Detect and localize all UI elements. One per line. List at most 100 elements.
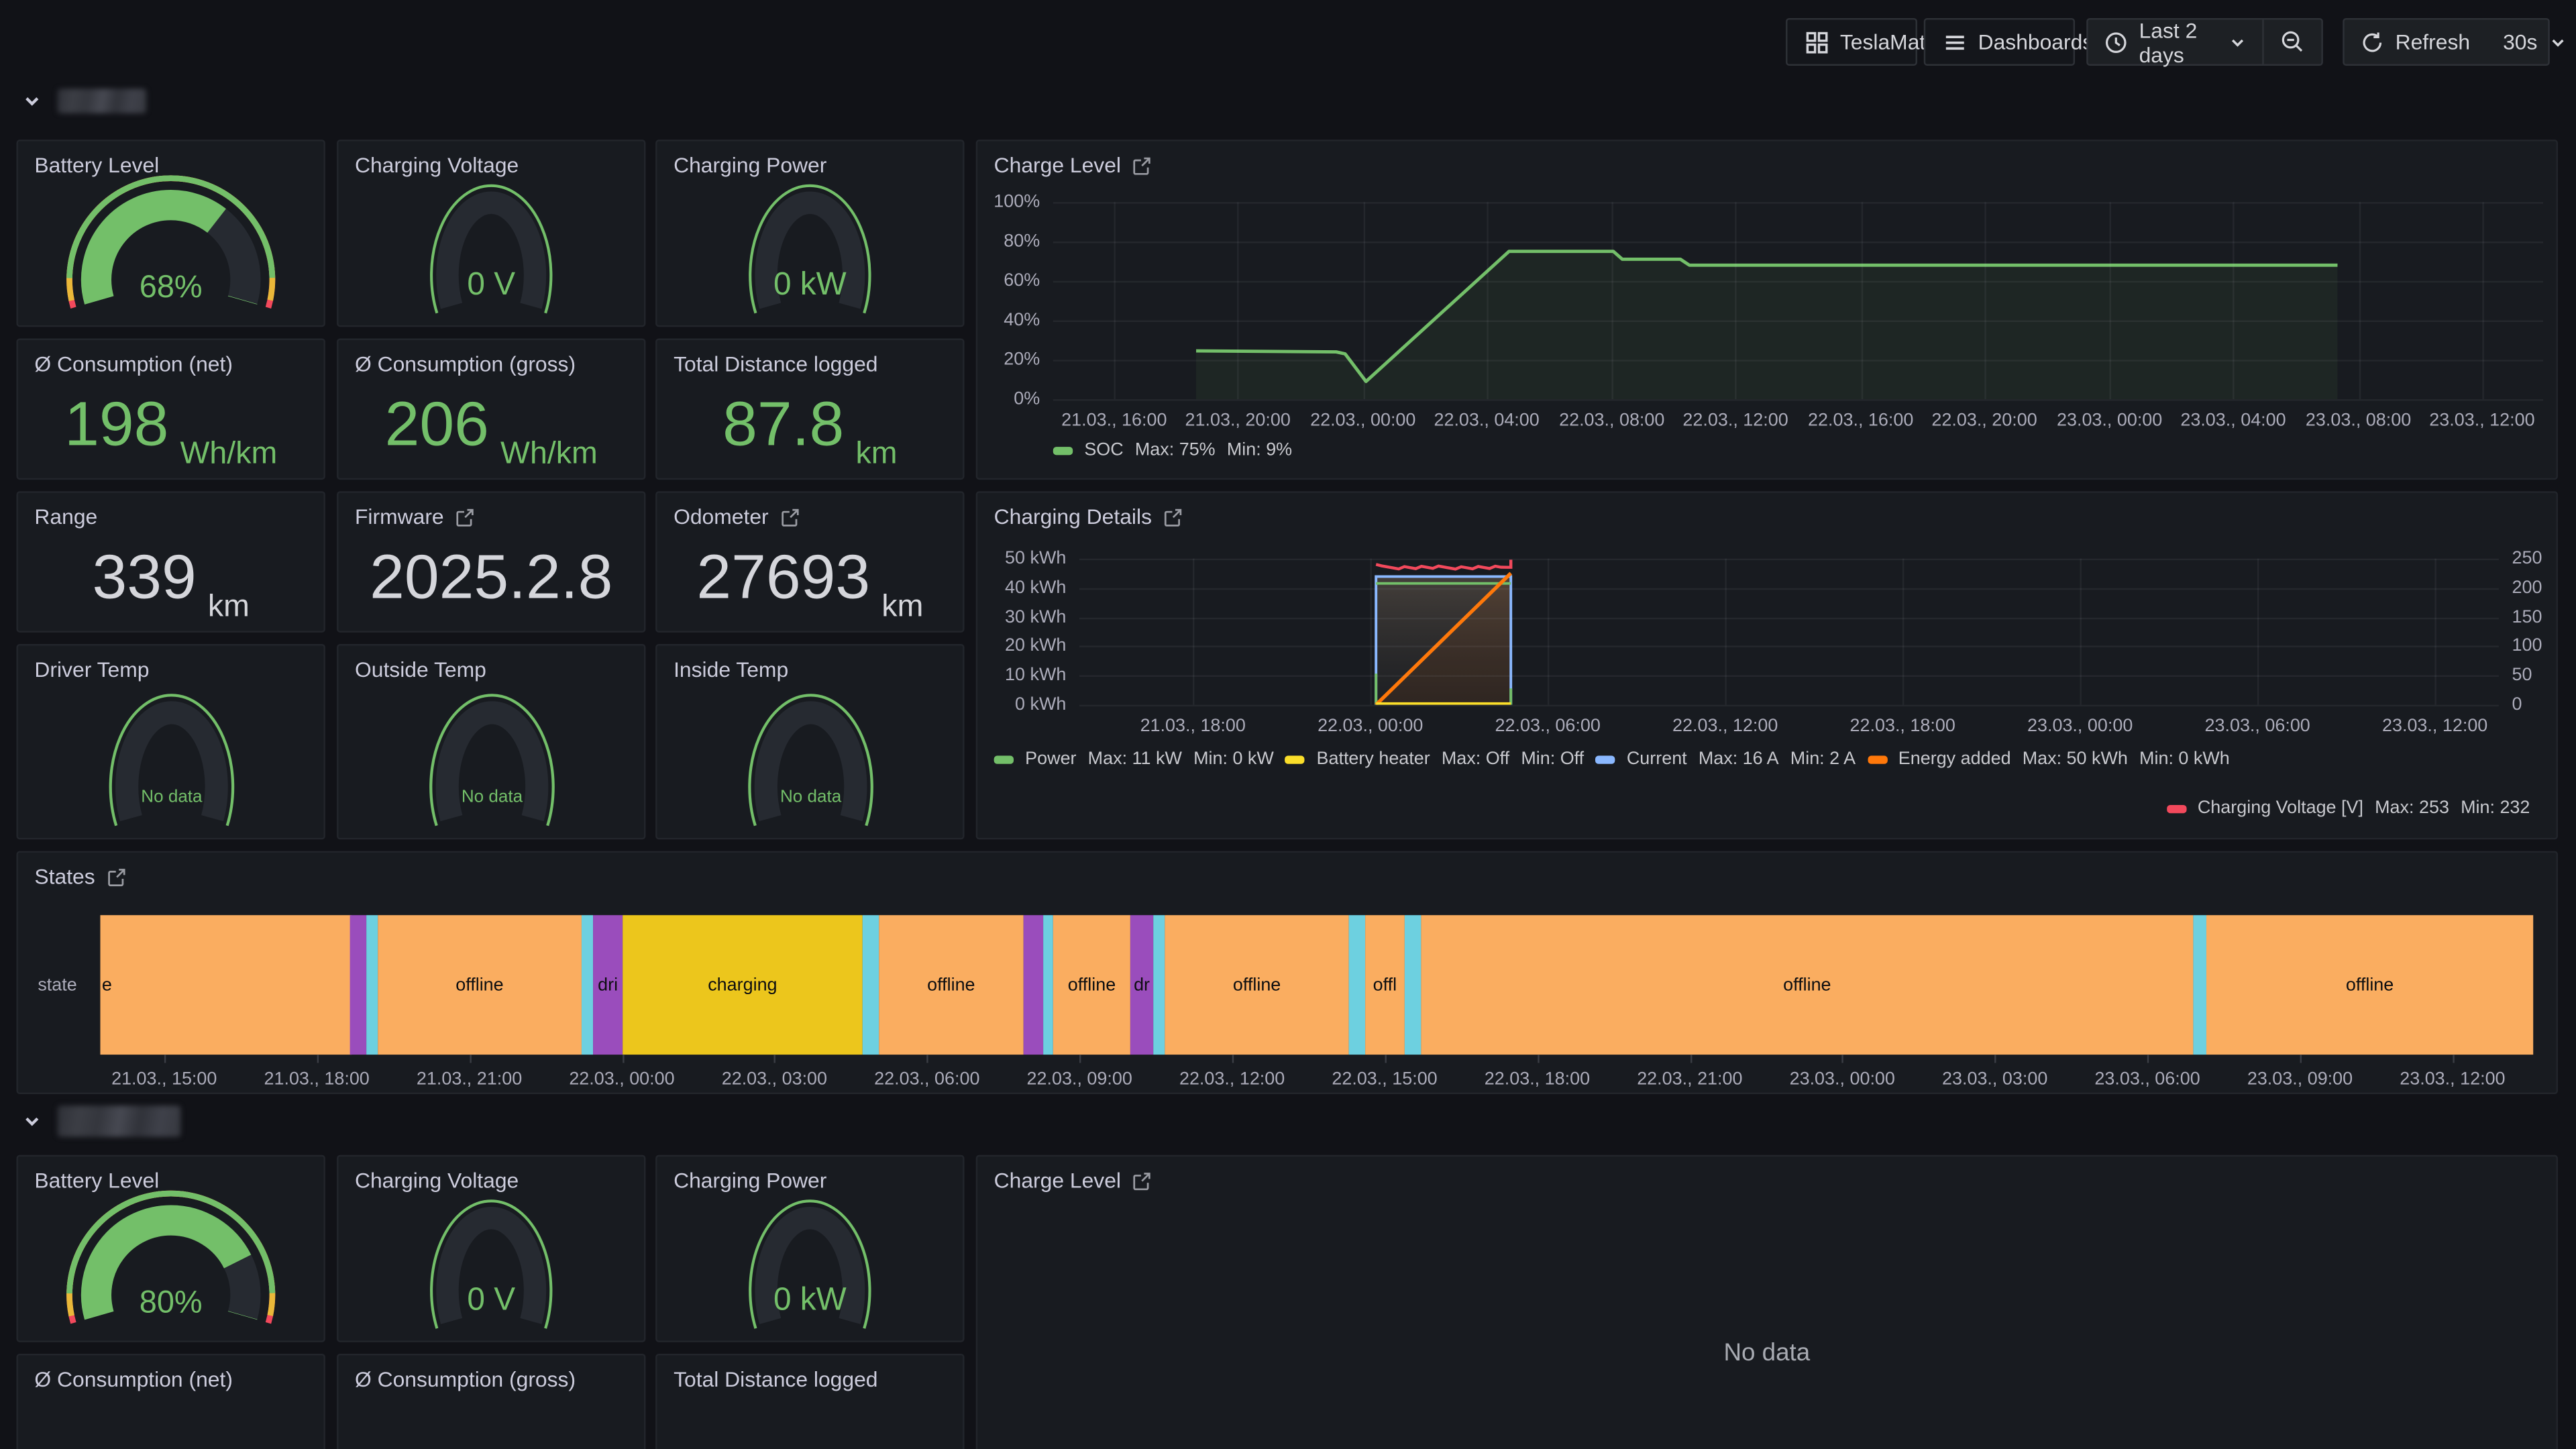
panel-title: Odometer — [674, 504, 769, 529]
refresh-icon — [2361, 30, 2383, 53]
state-segment-offline[interactable]: offline — [1165, 915, 1349, 1055]
charge-level-plot[interactable]: 100% 80% 60% 40% 20% 0% — [994, 193, 2544, 409]
teslamate-button[interactable]: TeslaMate — [1786, 17, 1937, 66]
external-link-icon[interactable] — [780, 507, 800, 527]
x-axis-tick-label: 23.03., 12:00 — [2429, 411, 2535, 431]
state-segment-driving[interactable]: dr — [1130, 915, 1154, 1055]
stat-value: 206 — [384, 390, 489, 460]
external-link-icon[interactable] — [107, 867, 126, 886]
vehicle1-name-redacted — [57, 89, 146, 113]
row-header-vehicle1[interactable] — [23, 89, 146, 113]
state-segment-driving[interactable] — [350, 915, 367, 1055]
panel-odometer: Odometer 27693 km — [655, 491, 965, 633]
external-link-icon[interactable] — [1163, 507, 1183, 527]
state-segment-offline[interactable]: offline — [1053, 915, 1130, 1055]
axis-tick-mark — [1232, 1055, 1234, 1063]
grid-line — [1079, 588, 2499, 590]
panel-consumption-net-2: Ø Consumption (net) — [16, 1353, 325, 1449]
state-segment-offline[interactable]: offline — [2206, 915, 2534, 1055]
legend-min: Min: 232 — [2461, 798, 2530, 818]
external-link-icon[interactable] — [455, 507, 475, 527]
state-segment-offline[interactable]: offline — [1421, 915, 2194, 1055]
refresh-button[interactable]: Refresh — [2345, 19, 2487, 64]
x-axis-tick-label: 22.03., 08:00 — [1559, 411, 1665, 431]
state-segment-online[interactable] — [2193, 915, 2206, 1055]
state-segment-online[interactable] — [366, 915, 378, 1055]
external-link-icon[interactable] — [1132, 1171, 1152, 1190]
axis-tick-mark — [1842, 1055, 1844, 1063]
inside-temp-gauge: No data — [657, 685, 963, 830]
grid-line — [2257, 558, 2259, 705]
state-segment-offline[interactable]: offline — [878, 915, 1024, 1055]
stat-value: 27693 — [696, 543, 871, 613]
panel-title: Charging Power — [674, 1168, 827, 1193]
axis-tick-mark — [1385, 1055, 1387, 1063]
x-axis-tick-label: 23.03., 00:00 — [2027, 716, 2133, 737]
state-segment-offline[interactable]: e — [100, 915, 352, 1055]
state-segment-driving[interactable] — [1023, 915, 1044, 1055]
stat-value: 2025.2.8 — [370, 543, 613, 613]
stat-unit: km — [207, 590, 250, 625]
state-segment-online[interactable] — [581, 915, 594, 1055]
x-axis-tick-label: 23.03., 00:00 — [1789, 1069, 1895, 1089]
y-axis-tick-label: 20% — [1004, 350, 1040, 370]
state-segment-offline[interactable]: offline — [378, 915, 582, 1055]
voltage-gauge-1: 0 V — [338, 180, 644, 317]
refresh-interval-dropdown[interactable]: 30s — [2487, 19, 2576, 64]
zoom-out-time-button[interactable] — [2264, 19, 2322, 64]
state-segment-online[interactable] — [1348, 915, 1366, 1055]
grid-line — [1079, 646, 2499, 648]
grid-line — [1053, 202, 2544, 204]
grid-line — [1053, 320, 2544, 323]
x-axis-tick-label: 22.03., 20:00 — [1931, 411, 2037, 431]
grid-line — [2233, 202, 2235, 400]
state-segment-online[interactable] — [1153, 915, 1165, 1055]
panel-title: Outside Temp — [354, 657, 486, 682]
grid-line — [2481, 202, 2484, 400]
state-segment-online[interactable] — [1043, 915, 1054, 1055]
x-axis-tick-label: 23.03., 09:00 — [2247, 1069, 2353, 1089]
x-axis-tick-label: 22.03., 03:00 — [721, 1069, 828, 1089]
panel-title: Charge Level — [994, 1168, 1122, 1193]
power-gauge-2: 0 kW — [657, 1196, 963, 1332]
state-segment-online[interactable] — [1404, 915, 1421, 1055]
gauge-value: No data — [780, 786, 841, 806]
grid-line — [2080, 558, 2082, 705]
panel-title: Range — [34, 504, 98, 529]
x-axis-tick-label: 22.03., 12:00 — [1179, 1069, 1285, 1089]
state-segment-charging[interactable]: charging — [623, 915, 863, 1055]
panel-outside-temp: Outside Temp No data — [337, 644, 646, 840]
x-axis-tick-label: 21.03., 16:00 — [1061, 411, 1167, 431]
states-timeline[interactable]: e offline dri charging offline offline dr offli… — [100, 915, 2534, 1055]
chevron-down-icon — [23, 92, 41, 110]
legend-max: Max: 75% — [1134, 440, 1216, 460]
axis-tick-mark — [317, 1055, 319, 1063]
gauge-value: 0 kW — [773, 266, 847, 302]
state-segment-driving[interactable]: dri — [593, 915, 623, 1055]
chart-legend[interactable]: Power Max: 11 kW Min: 0 kW Battery heater Ma… — [994, 749, 2230, 769]
x-axis-tick-label: 23.03., 06:00 — [2094, 1069, 2200, 1089]
external-link-icon[interactable] — [1132, 155, 1152, 174]
state-segment-offline[interactable]: offl — [1365, 915, 1405, 1055]
x-axis-tick-label: 22.03., 15:00 — [1332, 1069, 1438, 1089]
y-axis-tick-label: 40 kWh — [1005, 578, 1067, 598]
dashboards-button[interactable]: Dashboards — [1923, 17, 2093, 66]
time-range-label: Last 2 days — [2139, 17, 2198, 67]
panel-title: Firmware — [354, 504, 444, 529]
panel-charging-power-1: Charging Power 0 kW — [655, 140, 965, 327]
time-range-picker[interactable]: Last 2 days — [2088, 17, 2263, 67]
y-axis-right-tick-label: 150 — [2512, 607, 2542, 627]
panel-consumption-net-1: Ø Consumption (net) 198 Wh/km — [16, 338, 325, 480]
chart-legend[interactable]: SOC Max: 75% Min: 9% — [1053, 440, 1292, 460]
grid-line — [1735, 202, 1737, 400]
legend-min: Min: 0 kW — [1193, 749, 1274, 769]
row-header-vehicle2[interactable] — [23, 1106, 181, 1137]
state-segment-online[interactable] — [862, 915, 879, 1055]
x-axis-tick-label: 21.03., 20:00 — [1185, 411, 1291, 431]
battery-gauge-2: 80% — [18, 1190, 324, 1332]
gauge-value: 80% — [140, 1285, 203, 1320]
charging-details-plot[interactable]: 50 kWh 40 kWh 30 kWh 20 kWh 10 kWh 0 kWh 250 20… — [1005, 549, 2542, 714]
chevron-down-icon — [2549, 34, 2565, 50]
chart-legend-right[interactable]: Charging Voltage [V] Max: 253 Min: 232 — [2166, 798, 2530, 818]
